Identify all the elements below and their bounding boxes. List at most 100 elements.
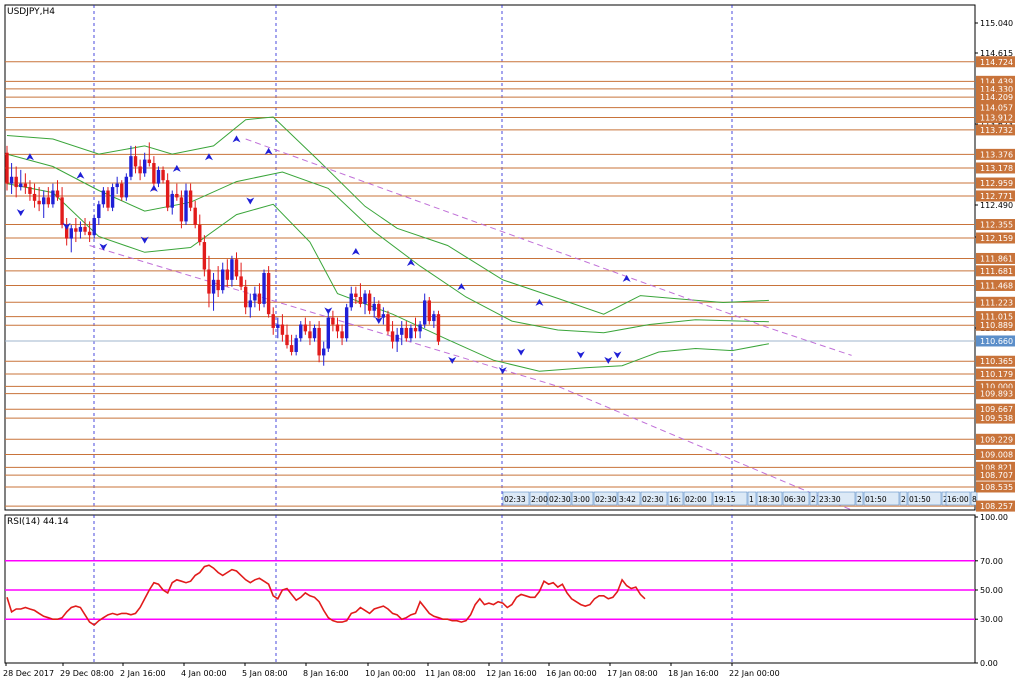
fractal-up-8	[406, 259, 415, 267]
time-box-15	[855, 491, 864, 506]
level-label-box-18	[976, 319, 1015, 331]
candle-body-89	[413, 327, 418, 332]
price-tick-label-3: 112.490	[980, 201, 1013, 210]
bollinger-middle	[6, 153, 769, 334]
level-label-box-14	[976, 265, 1015, 277]
rsi-line	[6, 564, 646, 627]
candle-body-21	[101, 190, 106, 205]
fractal-down-7	[448, 356, 457, 364]
level-label-box-0	[976, 56, 1015, 68]
candle-body-11	[55, 190, 60, 198]
level-label-29: 108.535	[980, 483, 1013, 492]
time-tick-label-6: 10 Jan 00:00	[365, 669, 416, 678]
candle-body-15	[74, 228, 78, 232]
current-price-label: 110.660	[980, 337, 1013, 346]
candle-body-20	[97, 204, 101, 218]
fractal-down-1	[62, 222, 71, 230]
time-box-11	[756, 491, 783, 506]
level-label-15: 111.468	[980, 281, 1013, 290]
fractal-down-8	[498, 367, 507, 375]
time-box-label-13: 2	[811, 495, 816, 504]
time-tick-label-3: 4 Jan 00:00	[181, 669, 227, 678]
level-label-box-23	[976, 403, 1015, 415]
time-box-8	[683, 491, 713, 506]
candle-body-65	[303, 324, 308, 332]
fractal-up-7	[351, 248, 360, 256]
candle-body-25	[120, 183, 124, 198]
level-label-11: 112.355	[980, 221, 1013, 230]
bollinger-lower	[6, 183, 769, 372]
time-box-label-0: 02:33	[504, 495, 526, 504]
level-label-25: 109.229	[980, 435, 1013, 444]
current-price-label-box	[976, 335, 1015, 347]
time-box-16	[863, 491, 900, 506]
time-box-label-8: 02:00	[685, 495, 707, 504]
candle-body-63	[294, 338, 298, 352]
candle-body-26	[124, 176, 129, 198]
level-label-10: 112.771	[980, 192, 1013, 201]
level-label-box-26	[976, 448, 1015, 460]
time-box-9	[712, 491, 748, 506]
level-label-7: 113.376	[980, 150, 1013, 159]
level-label-12: 112.159	[980, 234, 1013, 243]
candle-body-30	[143, 159, 147, 174]
candle-body-56	[262, 272, 266, 304]
level-label-0: 114.724	[980, 58, 1013, 67]
candle-body-19	[92, 217, 96, 236]
chart-title: USDJPY,H4	[7, 7, 55, 17]
candle-body-90	[418, 324, 422, 332]
candle-body-80	[372, 303, 376, 311]
candle-body-50	[234, 259, 239, 277]
level-label-box-24	[976, 412, 1015, 424]
candle-body-7	[37, 200, 41, 205]
time-box-label-7: 16:	[669, 495, 681, 504]
level-label-1: 114.439	[980, 77, 1013, 86]
time-tick-label-4: 5 Jan 08:00	[242, 669, 288, 678]
level-label-box-4	[976, 102, 1015, 114]
candle-body-35	[165, 180, 170, 208]
fractal-down-12	[613, 351, 622, 359]
candle-body-16	[78, 226, 83, 232]
level-label-box-28	[976, 469, 1015, 481]
fractal-up-4	[204, 153, 213, 161]
candle-body-91	[422, 300, 427, 325]
candle-body-12	[60, 197, 64, 225]
time-tick-label-11: 18 Jan 16:00	[668, 669, 719, 678]
time-box-label-4: 02:30	[595, 495, 617, 504]
rsi-panel[interactable]	[4, 514, 976, 664]
fractal-up-10	[535, 298, 544, 306]
candle-body-31	[147, 159, 151, 164]
candle-body-58	[271, 314, 275, 328]
level-label-13: 111.861	[980, 254, 1013, 263]
level-label-box-13	[976, 252, 1015, 264]
candle-body-74	[344, 307, 349, 339]
level-label-14: 111.681	[980, 267, 1013, 276]
candle-body-0	[5, 152, 9, 184]
time-box-10	[747, 491, 757, 506]
time-tick-label-0: 28 Dec 2017	[3, 669, 54, 678]
candle-body-88	[409, 327, 413, 339]
rsi-panel-frame	[4, 514, 976, 664]
level-label-box-17	[976, 311, 1015, 323]
time-box-label-12: 06:30	[784, 495, 806, 504]
fractal-up-3	[172, 164, 181, 172]
time-box-label-11: 18:30	[758, 495, 780, 504]
level-label-box-20	[976, 368, 1015, 380]
level-label-5: 113.912	[980, 114, 1013, 123]
candle-body-6	[32, 193, 37, 201]
level-label-4: 114.057	[980, 104, 1013, 113]
candle-body-77	[358, 297, 363, 304]
candle-body-48	[225, 269, 230, 280]
level-label-17: 111.015	[980, 313, 1013, 322]
candle-body-49	[230, 259, 234, 280]
candle-body-83	[386, 314, 390, 332]
candle-body-52	[243, 286, 248, 308]
time-box-label-16: 01:50	[865, 495, 887, 504]
candle-body-40	[188, 190, 193, 208]
level-label-box-12	[976, 232, 1015, 244]
level-label-3: 114.209	[980, 93, 1013, 102]
price-panel[interactable]: 02:33 2:00 02:30 3:00 02:30 3:42 02:30 16: 02:00…	[4, 4, 978, 511]
level-label-28: 108.707	[980, 471, 1013, 480]
time-box-label-6: 02:30	[642, 495, 664, 504]
